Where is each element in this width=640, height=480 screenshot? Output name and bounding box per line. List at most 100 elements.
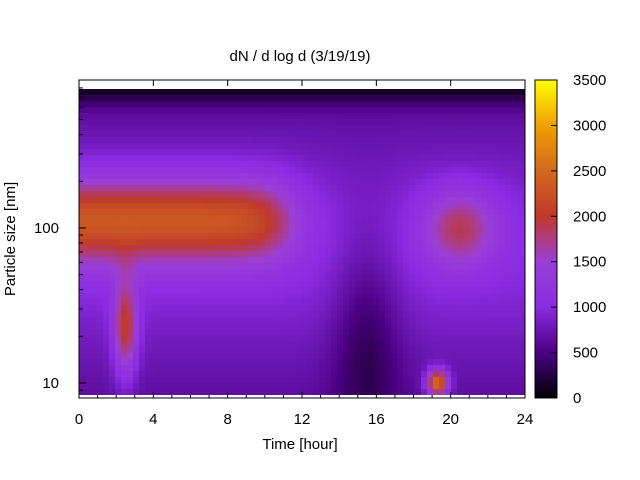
heatmap-cell <box>403 155 409 161</box>
heatmap-cell <box>157 347 163 353</box>
heatmap-cell <box>439 299 445 305</box>
heatmap-cell <box>199 203 205 209</box>
heatmap-cell <box>301 131 307 137</box>
heatmap-cell <box>217 179 223 185</box>
heatmap-cell <box>421 161 427 167</box>
heatmap-cell <box>223 191 229 197</box>
heatmap-cell <box>403 353 409 359</box>
heatmap-cell <box>151 107 157 113</box>
heatmap-cell <box>193 341 199 347</box>
heatmap-cell <box>109 371 115 377</box>
heatmap-cell <box>499 371 505 377</box>
heatmap-cell <box>235 347 241 353</box>
colorbar-tick-label: 1500 <box>573 254 606 271</box>
heatmap-cell <box>289 95 295 101</box>
heatmap-cell <box>319 233 325 239</box>
heatmap-cell <box>433 281 439 287</box>
heatmap-cell <box>199 149 205 155</box>
heatmap-cell <box>289 317 295 323</box>
heatmap-cell <box>109 359 115 365</box>
heatmap-cell <box>367 161 373 167</box>
heatmap-cell <box>139 167 145 173</box>
heatmap-cell <box>349 119 355 125</box>
heatmap-cell <box>259 107 265 113</box>
heatmap-cell <box>193 365 199 371</box>
heatmap-cell <box>301 341 307 347</box>
heatmap-cell <box>493 131 499 137</box>
heatmap-cell <box>271 317 277 323</box>
heatmap-cell <box>415 353 421 359</box>
heatmap-cell <box>385 341 391 347</box>
heatmap-cell <box>169 131 175 137</box>
heatmap-cell <box>223 293 229 299</box>
heatmap-cell <box>403 95 409 101</box>
heatmap-cell <box>493 299 499 305</box>
heatmap-cell <box>253 161 259 167</box>
heatmap-cell <box>79 239 85 245</box>
heatmap-cell <box>103 239 109 245</box>
heatmap-cell <box>505 389 511 395</box>
heatmap-cell <box>391 197 397 203</box>
heatmap-cell <box>481 293 487 299</box>
heatmap-cell <box>157 143 163 149</box>
heatmap-cell <box>475 191 481 197</box>
heatmap-cell <box>319 275 325 281</box>
heatmap-cell <box>427 221 433 227</box>
heatmap-cell <box>235 215 241 221</box>
heatmap-cell <box>367 155 373 161</box>
heatmap-cell <box>379 203 385 209</box>
heatmap-cell <box>223 281 229 287</box>
heatmap-cell <box>511 113 517 119</box>
heatmap-cell <box>337 305 343 311</box>
heatmap-cell <box>433 167 439 173</box>
heatmap-cell <box>223 119 229 125</box>
heatmap-cell <box>145 371 151 377</box>
heatmap-cell <box>331 89 337 95</box>
heatmap-cell <box>343 197 349 203</box>
heatmap-cell <box>169 317 175 323</box>
heatmap-cell <box>211 215 217 221</box>
heatmap-cell <box>475 161 481 167</box>
heatmap-cell <box>277 245 283 251</box>
heatmap-cell <box>427 263 433 269</box>
heatmap-cell <box>403 323 409 329</box>
heatmap-cell <box>265 233 271 239</box>
heatmap-cell <box>421 257 427 263</box>
heatmap-cell <box>307 125 313 131</box>
heatmap-cell <box>457 137 463 143</box>
heatmap-cell <box>229 131 235 137</box>
heatmap-cell <box>169 305 175 311</box>
heatmap-cell <box>115 389 121 395</box>
heatmap-cell <box>337 275 343 281</box>
heatmap-cell <box>415 179 421 185</box>
heatmap-cell <box>325 239 331 245</box>
heatmap-cell <box>277 149 283 155</box>
heatmap-cell <box>205 341 211 347</box>
heatmap-cell <box>469 215 475 221</box>
heatmap-cell <box>451 257 457 263</box>
heatmap-cell <box>79 143 85 149</box>
heatmap-cell <box>499 263 505 269</box>
heatmap-cell <box>475 215 481 221</box>
heatmap-cell <box>403 293 409 299</box>
heatmap-cell <box>151 209 157 215</box>
heatmap-cell <box>457 359 463 365</box>
heatmap-cell <box>367 113 373 119</box>
heatmap-cell <box>337 155 343 161</box>
heatmap-cell <box>445 161 451 167</box>
heatmap-cell <box>493 293 499 299</box>
heatmap-cell <box>427 299 433 305</box>
heatmap-cell <box>343 119 349 125</box>
y-tick-label: 100 <box>34 220 59 237</box>
heatmap-cell <box>97 137 103 143</box>
heatmap-cell <box>469 227 475 233</box>
heatmap-cell <box>457 101 463 107</box>
heatmap-cell <box>463 143 469 149</box>
heatmap-cell <box>283 143 289 149</box>
heatmap-cell <box>289 227 295 233</box>
heatmap-cell <box>427 155 433 161</box>
heatmap-cell <box>271 95 277 101</box>
heatmap-cell <box>169 203 175 209</box>
heatmap-cell <box>409 335 415 341</box>
heatmap-cell <box>325 215 331 221</box>
